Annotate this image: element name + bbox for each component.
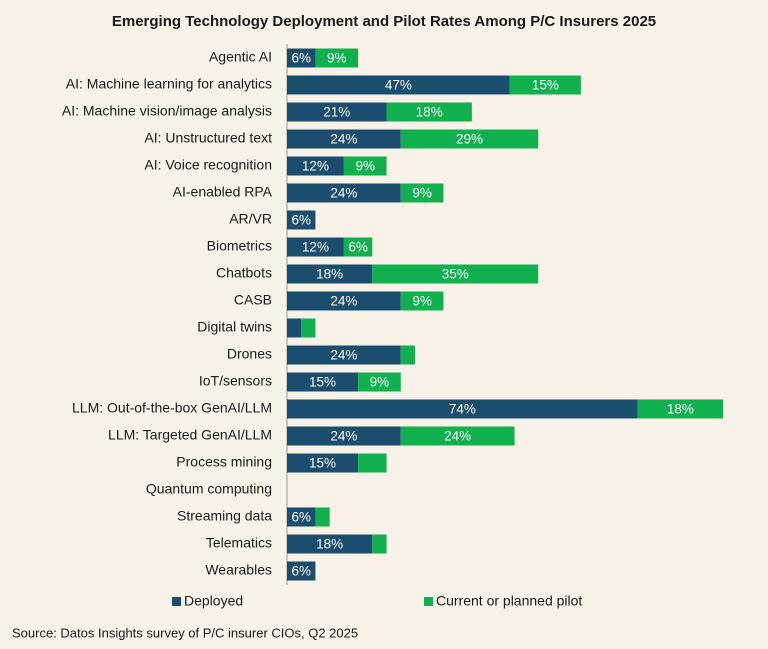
value-label: 6% [291, 510, 311, 525]
value-label: 15% [532, 78, 559, 93]
category-label: AI-enabled RPA [173, 184, 273, 200]
value-label: 18% [667, 402, 694, 417]
value-label: 12% [302, 159, 329, 174]
bar-segment [343, 237, 373, 257]
category-label: Drones [227, 346, 272, 362]
legend-swatch [172, 597, 181, 606]
bar-segment [287, 453, 359, 473]
bar-segment [400, 183, 444, 203]
bar-segment [400, 345, 415, 365]
bar-segment [287, 345, 401, 365]
bar-segment [287, 183, 401, 203]
value-label: 15% [309, 375, 336, 390]
value-label: 35% [442, 267, 469, 282]
bar-segment [372, 264, 539, 284]
bar-segment [287, 237, 344, 257]
bar-segment [287, 291, 401, 311]
bar-segment [287, 129, 401, 149]
category-label: Wearables [205, 562, 272, 578]
bar-segment [386, 102, 472, 122]
bar-segment [315, 48, 359, 68]
value-label: 9% [355, 159, 375, 174]
bar-segment [287, 507, 316, 527]
value-label: 18% [316, 537, 343, 552]
value-label: 29% [456, 132, 483, 147]
bar-segment [343, 156, 387, 176]
bar-segment [287, 534, 373, 554]
value-label: 18% [416, 105, 443, 120]
value-label: 6% [291, 564, 311, 579]
category-label: AR/VR [229, 211, 272, 227]
value-label: 12% [302, 240, 329, 255]
bar-segment [372, 534, 387, 554]
bar-segment [287, 426, 401, 446]
chart-title: Emerging Technology Deployment and Pilot… [112, 13, 656, 30]
category-label: Streaming data [177, 508, 272, 524]
legend-label: Current or planned pilot [436, 593, 582, 609]
category-label: Telematics [206, 535, 272, 551]
category-label: IoT/sensors [199, 373, 272, 389]
category-label: AI: Unstructured text [144, 130, 272, 146]
value-label: 6% [291, 213, 311, 228]
value-label: 21% [323, 105, 350, 120]
value-label: 6% [291, 51, 311, 66]
value-label: 6% [348, 240, 368, 255]
category-label: Biometrics [207, 238, 272, 254]
category-label: LLM: Targeted GenAI/LLM [108, 427, 272, 443]
value-label: 9% [412, 186, 432, 201]
category-label: Chatbots [216, 265, 272, 281]
category-label: Digital twins [197, 319, 272, 335]
bar-segment [287, 399, 638, 419]
category-label: AI: Machine vision/image analysis [62, 103, 272, 119]
value-label: 47% [385, 78, 412, 93]
category-label: AI: Machine learning for analytics [66, 76, 272, 92]
category-label: Quantum computing [146, 481, 272, 497]
value-label: 24% [330, 294, 357, 309]
bar-segment [287, 210, 316, 230]
legend-swatch [424, 597, 433, 606]
bar-segment [287, 48, 316, 68]
value-label: 74% [449, 402, 476, 417]
source-note: Source: Datos Insights survey of P/C ins… [12, 625, 358, 640]
category-label: AI: Voice recognition [144, 157, 272, 173]
value-label: 9% [412, 294, 432, 309]
category-label: CASB [234, 292, 272, 308]
bar-segment [400, 426, 515, 446]
category-label: LLM: Out-of-the-box GenAI/LLM [72, 400, 272, 416]
category-label: Agentic AI [209, 49, 272, 65]
value-label: 15% [309, 456, 336, 471]
bar-segment [509, 75, 581, 95]
category-label: Process mining [176, 454, 272, 470]
bar-segment [287, 561, 316, 581]
bar-segment [287, 372, 359, 392]
bar-segment [358, 372, 401, 392]
value-label: 18% [316, 267, 343, 282]
bar-segment [287, 75, 510, 95]
bar-segment [358, 453, 387, 473]
bar-segment [315, 507, 330, 527]
value-label: 24% [330, 429, 357, 444]
value-label: 24% [330, 348, 357, 363]
value-label: 24% [330, 186, 357, 201]
legend-label: Deployed [184, 593, 243, 609]
bar-segment [287, 102, 387, 122]
value-label: 9% [327, 51, 347, 66]
bar-segment [287, 318, 302, 338]
bar-segment [301, 318, 316, 338]
value-label: 24% [444, 429, 471, 444]
bar-segment [400, 291, 444, 311]
value-label: 24% [330, 132, 357, 147]
value-label: 9% [370, 375, 390, 390]
bar-segment [287, 264, 373, 284]
bar-segment [637, 399, 724, 419]
bar-segment [287, 156, 344, 176]
bar-segment [400, 129, 539, 149]
